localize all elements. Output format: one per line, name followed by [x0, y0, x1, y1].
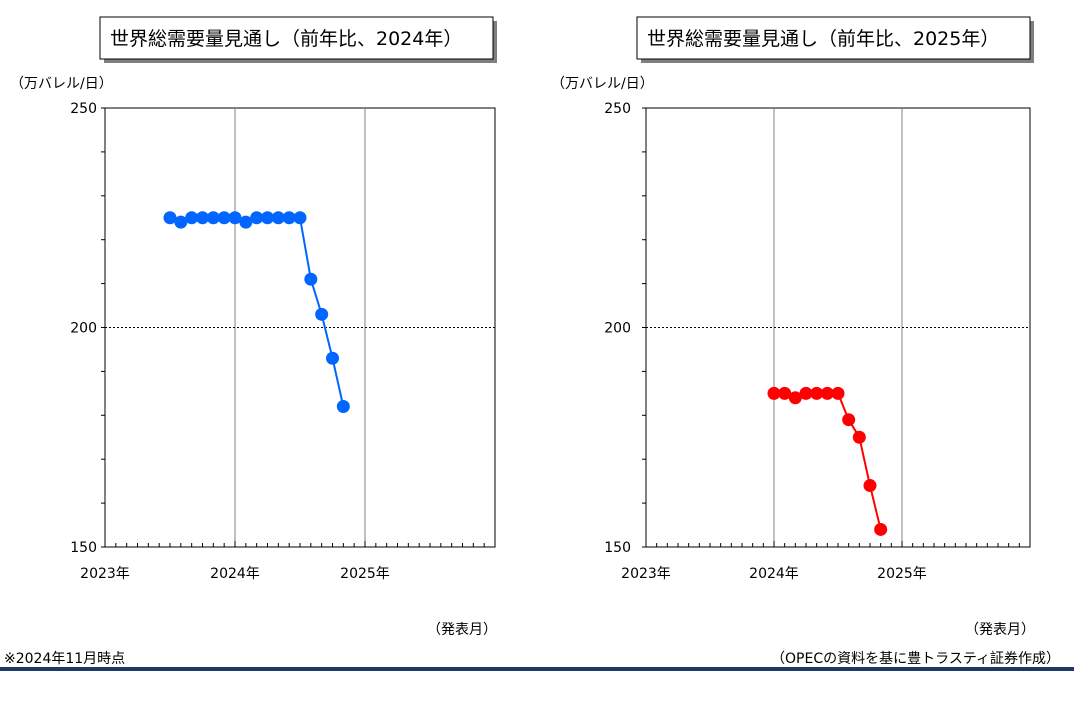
source-note: （OPECの資料を基に豊トラスティ証券作成）	[771, 651, 1060, 667]
data-point	[767, 386, 781, 400]
data-point	[282, 211, 296, 225]
as-of-note: ※2024年11月時点	[4, 651, 126, 667]
chart-2: 世界総需要量見通し（前年比、2025年） （万バレル/日） （発表月） 150 200 2…	[551, 16, 1035, 638]
data-point	[336, 400, 350, 414]
data-point	[788, 391, 802, 405]
y-tick-label: 250	[604, 101, 631, 117]
data-point	[185, 211, 199, 225]
x-axis-label: （発表月）	[965, 622, 1035, 638]
data-point	[271, 211, 285, 225]
chart-title: 世界総需要量見通し（前年比、2025年）	[647, 28, 999, 50]
data-point	[196, 211, 209, 225]
title-box	[99, 16, 494, 60]
data-point	[293, 211, 307, 225]
data-point	[315, 307, 329, 321]
x-tick-label: 2025年	[340, 566, 390, 582]
data-point	[261, 211, 274, 225]
y-tick-label: 200	[604, 321, 631, 337]
data-point	[163, 211, 177, 225]
x-tick-label: 2023年	[621, 566, 671, 582]
x-tick-label: 2023年	[80, 566, 130, 582]
title-box	[636, 16, 1031, 60]
data-point	[842, 413, 856, 427]
data-point	[852, 430, 866, 444]
y-tick-label: 150	[604, 540, 631, 556]
data-point	[810, 386, 824, 400]
y-tick-label: 250	[70, 101, 97, 117]
data-point	[820, 386, 834, 400]
y-tick-label: 150	[70, 540, 97, 556]
x-axis-label: （発表月）	[427, 622, 497, 638]
x-tick-label: 2024年	[749, 566, 799, 582]
data-point	[326, 351, 339, 365]
x-tick-label: 2025年	[877, 566, 927, 582]
data-point	[874, 522, 888, 536]
plot-area	[104, 107, 496, 548]
data-point	[228, 211, 242, 225]
footer-divider	[0, 667, 1074, 671]
y-axis-label: （万バレル/日）	[551, 76, 654, 92]
data-point	[863, 479, 877, 493]
data-point	[206, 211, 220, 225]
data-point	[778, 386, 792, 400]
chart-1: 世界総需要量見通し（前年比、2024年） （万バレル/日） （発表月） 150 200 2…	[10, 16, 497, 638]
data-point	[250, 211, 264, 225]
data-point	[799, 386, 813, 400]
chart-title: 世界総需要量見通し（前年比、2024年）	[110, 28, 462, 50]
x-tick-label: 2024年	[210, 566, 260, 582]
y-tick-label: 200	[70, 321, 97, 337]
data-point	[831, 386, 845, 400]
y-axis-label: （万バレル/日）	[10, 76, 113, 92]
data-point	[304, 272, 318, 286]
data-point	[239, 215, 253, 229]
data-point	[217, 211, 231, 225]
data-point	[174, 215, 188, 229]
